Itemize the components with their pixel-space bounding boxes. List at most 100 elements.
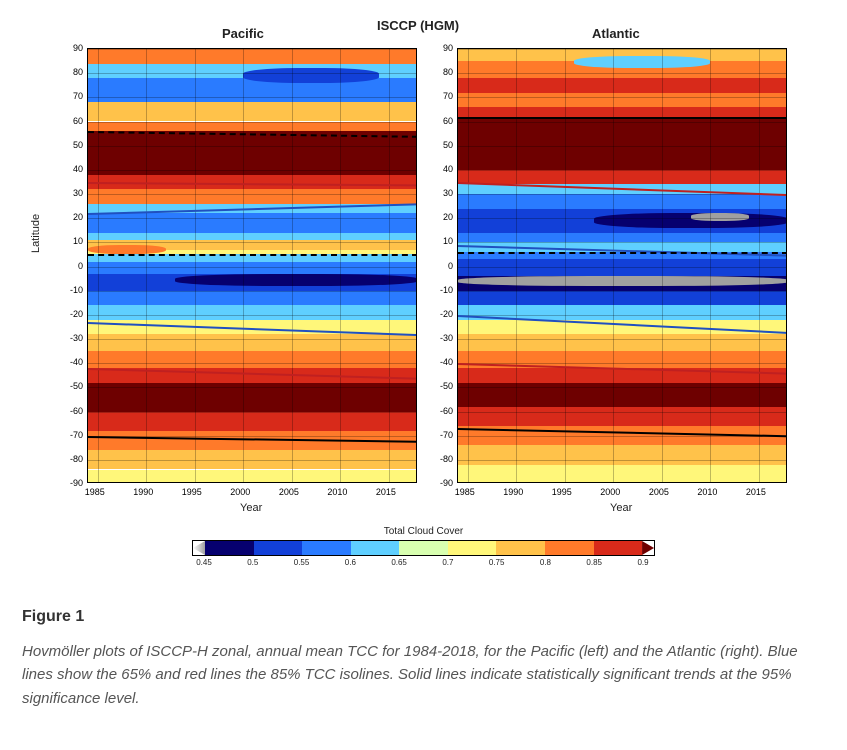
grid-v bbox=[565, 49, 566, 482]
ytick: 20 bbox=[59, 212, 83, 222]
caption-head: Figure 1 bbox=[22, 608, 825, 626]
xtick: 1995 bbox=[552, 487, 572, 497]
grid-h bbox=[88, 49, 416, 50]
colorbar-label: 0.7 bbox=[433, 558, 463, 567]
grid-h bbox=[88, 122, 416, 123]
plot-pacific bbox=[87, 48, 417, 483]
xtick: 2010 bbox=[327, 487, 347, 497]
band bbox=[88, 189, 416, 204]
grid-v bbox=[516, 49, 517, 482]
band bbox=[88, 102, 416, 121]
y-axis-label: Latitude bbox=[30, 214, 42, 253]
xtick: 1990 bbox=[133, 487, 153, 497]
xtick: 1995 bbox=[182, 487, 202, 497]
band bbox=[88, 233, 416, 240]
ytick: 60 bbox=[59, 116, 83, 126]
colorbar bbox=[192, 540, 655, 556]
x-axis-label-pacific: Year bbox=[240, 502, 262, 514]
xtick: 2000 bbox=[600, 487, 620, 497]
grid-h bbox=[458, 122, 786, 123]
band bbox=[88, 122, 416, 132]
colorbar-label: 0.45 bbox=[189, 558, 219, 567]
colorbar-label: 0.8 bbox=[530, 558, 560, 567]
xtick: 2015 bbox=[376, 487, 396, 497]
grid-v bbox=[98, 49, 99, 482]
ytick: -60 bbox=[59, 406, 83, 416]
grid-h bbox=[88, 97, 416, 98]
colorbar-segment bbox=[448, 541, 497, 555]
xtick: 2015 bbox=[746, 487, 766, 497]
grid-h bbox=[88, 460, 416, 461]
ytick: -50 bbox=[429, 381, 453, 391]
patch bbox=[691, 213, 749, 220]
caption-body: Hovmöller plots of ISCCP-H zonal, annual… bbox=[22, 640, 825, 710]
grid-v bbox=[243, 49, 244, 482]
xtick: 1990 bbox=[503, 487, 523, 497]
ytick: 10 bbox=[59, 236, 83, 246]
ytick: -10 bbox=[429, 285, 453, 295]
ytick: 60 bbox=[429, 116, 453, 126]
band bbox=[458, 445, 786, 464]
colorbar-label: 0.9 bbox=[628, 558, 658, 567]
band bbox=[458, 383, 786, 407]
xtick: 2005 bbox=[279, 487, 299, 497]
ytick: 90 bbox=[59, 43, 83, 53]
band bbox=[458, 107, 786, 117]
xtick: 1985 bbox=[455, 487, 475, 497]
band bbox=[458, 465, 786, 483]
grid-v bbox=[195, 49, 196, 482]
plot-atlantic bbox=[457, 48, 787, 483]
ytick: -20 bbox=[429, 309, 453, 319]
ytick: -70 bbox=[59, 430, 83, 440]
colorbar-segment bbox=[351, 541, 400, 555]
ytick: -90 bbox=[59, 478, 83, 488]
colorbar-left-tri bbox=[193, 541, 205, 555]
band bbox=[88, 49, 416, 64]
band bbox=[88, 291, 416, 306]
ytick: -90 bbox=[429, 478, 453, 488]
ytick: -80 bbox=[429, 454, 453, 464]
grid-h bbox=[458, 315, 786, 316]
band bbox=[88, 351, 416, 368]
trend-line bbox=[458, 117, 787, 119]
ytick: 20 bbox=[429, 212, 453, 222]
band bbox=[458, 93, 786, 108]
band bbox=[458, 117, 786, 170]
colorbar-segment bbox=[254, 541, 303, 555]
x-axis-label-atlantic: Year bbox=[610, 502, 632, 514]
ytick: 0 bbox=[429, 261, 453, 271]
grid-h bbox=[458, 387, 786, 388]
patch bbox=[88, 245, 166, 255]
grid-h bbox=[88, 194, 416, 195]
ytick: -40 bbox=[59, 357, 83, 367]
ytick: -30 bbox=[429, 333, 453, 343]
grid-h bbox=[88, 339, 416, 340]
band bbox=[88, 78, 416, 102]
band bbox=[88, 131, 416, 175]
band bbox=[458, 233, 786, 243]
patch bbox=[243, 68, 379, 83]
grid-h bbox=[458, 146, 786, 147]
grid-h bbox=[458, 170, 786, 171]
colorbar-label: 0.75 bbox=[482, 558, 512, 567]
grid-h bbox=[88, 170, 416, 171]
grid-h bbox=[88, 218, 416, 219]
xtick: 1985 bbox=[85, 487, 105, 497]
ytick: 40 bbox=[59, 164, 83, 174]
colorbar-right-tri bbox=[642, 541, 654, 555]
colorbar-label: 0.85 bbox=[579, 558, 609, 567]
ytick: -50 bbox=[59, 381, 83, 391]
patch bbox=[458, 276, 787, 286]
grid-v bbox=[710, 49, 711, 482]
grid-h bbox=[458, 291, 786, 292]
grid-h bbox=[458, 242, 786, 243]
colorbar-segment bbox=[205, 541, 254, 555]
band bbox=[88, 213, 416, 232]
trend-line bbox=[458, 252, 787, 254]
colorbar-title: Total Cloud Cover bbox=[22, 526, 825, 537]
panel-title-pacific: Pacific bbox=[222, 26, 264, 41]
trend-line bbox=[88, 254, 417, 256]
ytick: 0 bbox=[59, 261, 83, 271]
grid-h bbox=[88, 412, 416, 413]
grid-v bbox=[613, 49, 614, 482]
